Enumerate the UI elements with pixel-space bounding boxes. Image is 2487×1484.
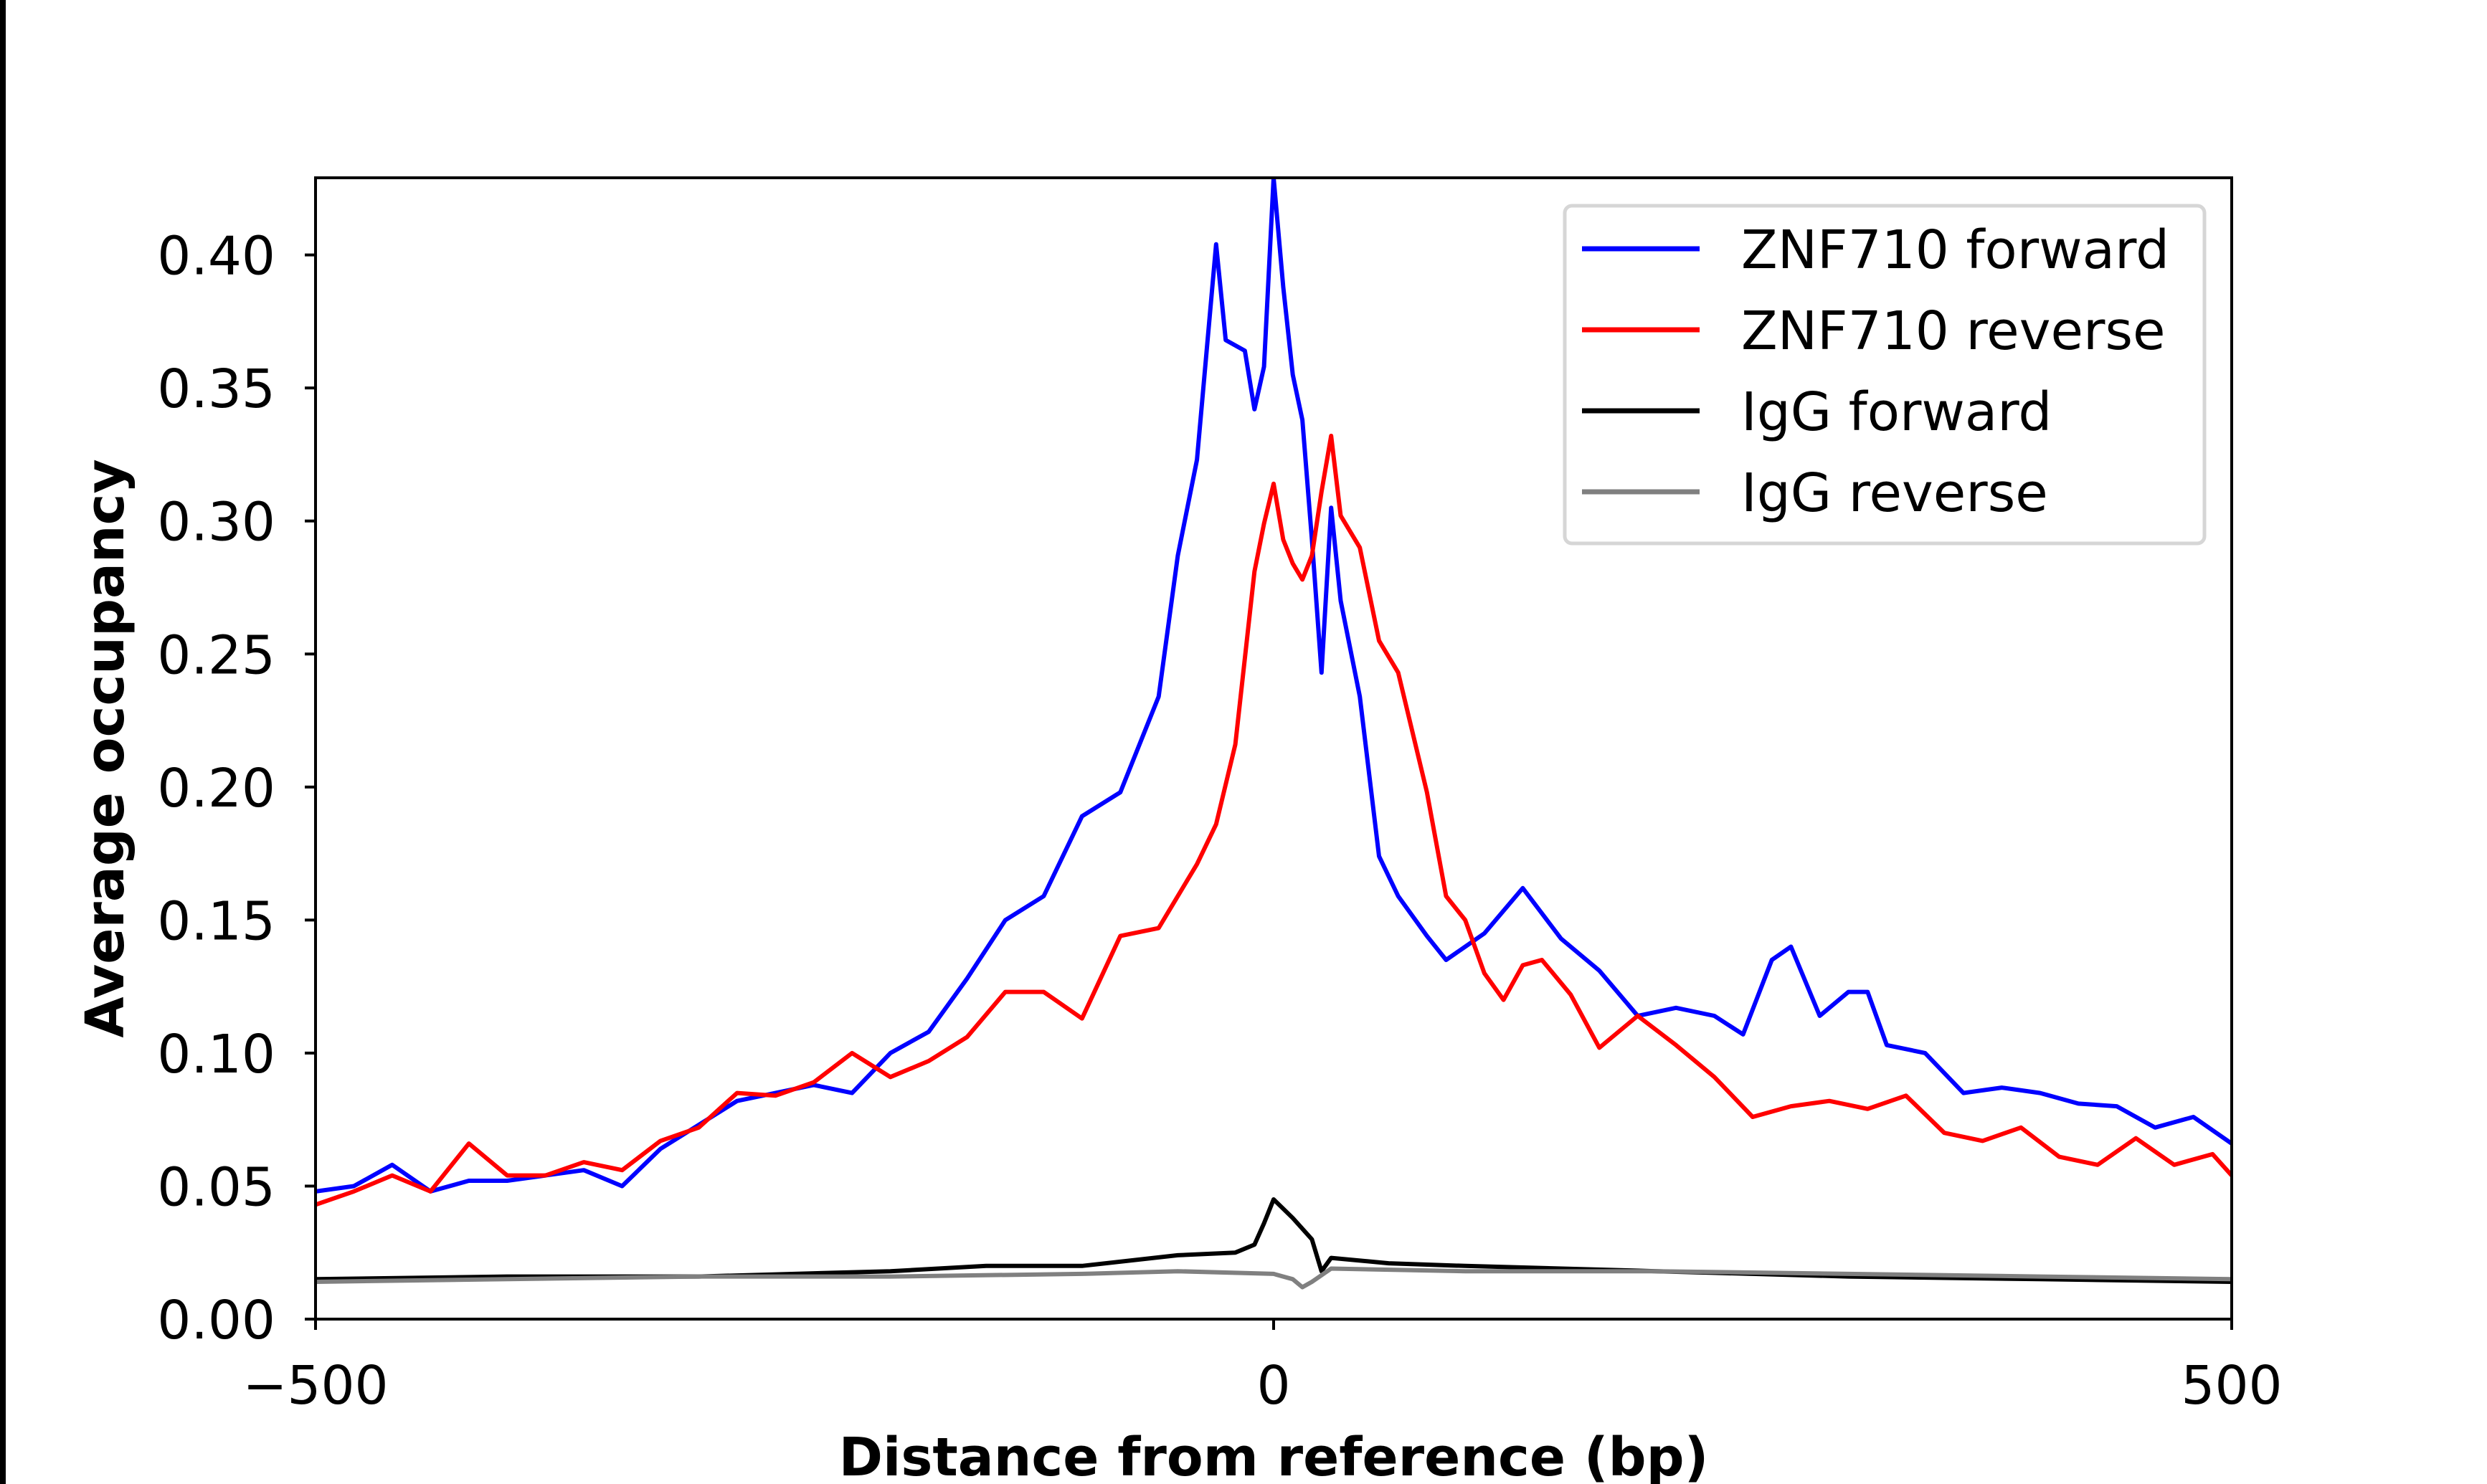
legend-item: ZNF710 forward [1582, 219, 2169, 281]
legend-item: IgG reverse [1582, 462, 2048, 524]
legend-label: ZNF710 forward [1741, 219, 2169, 281]
legend-frame [1563, 204, 2207, 546]
y-tick-label: 0.15 [157, 890, 275, 952]
y-tick-label: 0.25 [157, 624, 275, 686]
y-tick-label: 0.05 [157, 1156, 275, 1218]
y-tick-label: 0.10 [157, 1024, 275, 1085]
y-axis-label: Average occupancy [75, 459, 136, 1037]
legend-label: ZNF710 reverse [1741, 300, 2166, 362]
y-tick-label: 0.20 [157, 758, 275, 819]
x-tick-label: 0 [1256, 1355, 1290, 1417]
series-line-znf710-reverse [316, 434, 2232, 1207]
x-axis-label: Distance from reference (bp) [839, 1427, 1709, 1484]
series-line-igg-forward [316, 1197, 2232, 1284]
x-tick-label: −500 [242, 1355, 388, 1417]
y-tick-label: 0.35 [157, 358, 275, 420]
series-layer [316, 178, 2232, 1290]
legend-item: IgG forward [1582, 381, 2052, 443]
y-tick-label: 0.00 [157, 1290, 275, 1351]
x-tick-label: 500 [2181, 1355, 2282, 1417]
series-line-znf710-forward [316, 178, 2232, 1194]
legend-item: ZNF710 reverse [1582, 300, 2166, 362]
legend: ZNF710 forward ZNF710 reverse IgG forward I… [1563, 204, 2207, 546]
legend-label: IgG forward [1741, 381, 2052, 443]
ticks-layer: −500 0 500 0.00 0.05 0.10 0.15 0.20 0.25 0.30 0.35… [157, 226, 2282, 1417]
left-border [0, 0, 6, 1484]
series-line-igg-reverse [316, 1266, 2232, 1290]
y-tick-label: 0.40 [157, 226, 275, 287]
legend-label: IgG reverse [1741, 462, 2048, 524]
y-tick-label: 0.30 [157, 492, 275, 553]
